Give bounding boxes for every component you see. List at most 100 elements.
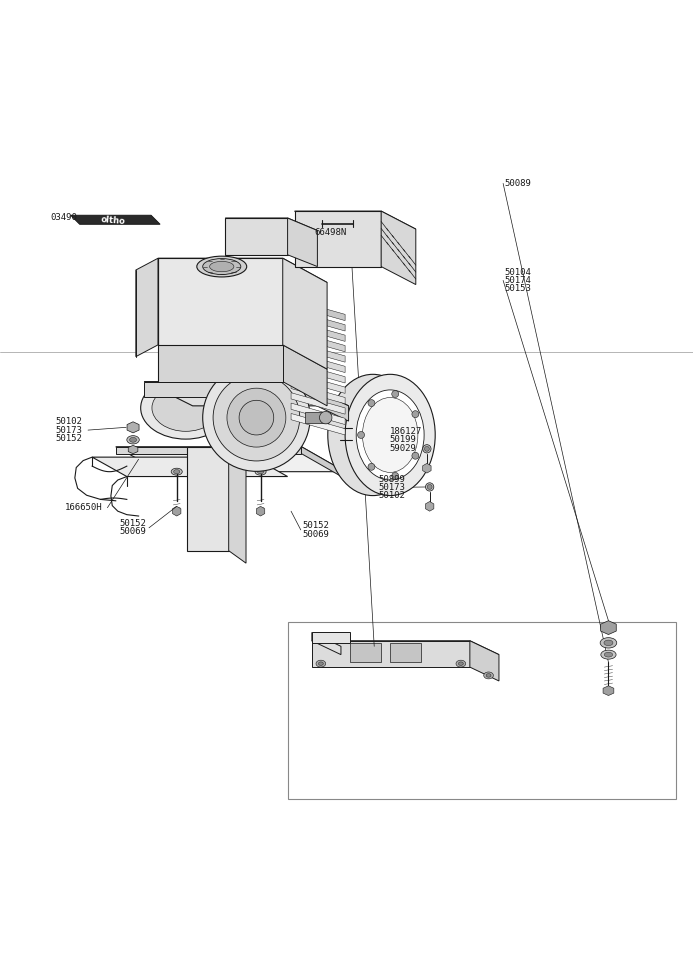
Ellipse shape bbox=[368, 399, 375, 407]
Polygon shape bbox=[225, 218, 288, 254]
Polygon shape bbox=[301, 446, 345, 479]
Polygon shape bbox=[144, 381, 298, 396]
Ellipse shape bbox=[171, 468, 182, 475]
Text: 50152: 50152 bbox=[302, 521, 329, 530]
Ellipse shape bbox=[356, 390, 424, 480]
Ellipse shape bbox=[456, 660, 466, 667]
Ellipse shape bbox=[600, 637, 617, 648]
Ellipse shape bbox=[392, 472, 398, 479]
Polygon shape bbox=[158, 258, 283, 345]
Ellipse shape bbox=[319, 661, 323, 665]
Ellipse shape bbox=[213, 374, 300, 461]
Ellipse shape bbox=[328, 374, 418, 495]
Ellipse shape bbox=[202, 364, 310, 471]
Text: 50173: 50173 bbox=[378, 483, 405, 492]
Text: 50069: 50069 bbox=[302, 530, 329, 539]
Ellipse shape bbox=[209, 261, 234, 272]
Ellipse shape bbox=[345, 374, 435, 495]
Text: 50152: 50152 bbox=[55, 434, 82, 443]
Ellipse shape bbox=[604, 640, 613, 646]
Polygon shape bbox=[283, 345, 327, 406]
Text: 50173: 50173 bbox=[55, 425, 82, 435]
Polygon shape bbox=[291, 330, 345, 351]
Ellipse shape bbox=[604, 652, 613, 657]
Polygon shape bbox=[426, 501, 434, 511]
Ellipse shape bbox=[258, 469, 263, 474]
Polygon shape bbox=[187, 446, 229, 551]
Polygon shape bbox=[390, 643, 421, 662]
Polygon shape bbox=[291, 362, 345, 383]
Polygon shape bbox=[288, 218, 317, 267]
Polygon shape bbox=[601, 621, 616, 635]
Text: 50899: 50899 bbox=[378, 475, 405, 484]
Text: 186127: 186127 bbox=[389, 427, 422, 436]
Polygon shape bbox=[229, 446, 246, 564]
Polygon shape bbox=[288, 622, 676, 799]
Polygon shape bbox=[136, 258, 158, 357]
Polygon shape bbox=[312, 633, 350, 643]
Polygon shape bbox=[423, 464, 431, 473]
Polygon shape bbox=[603, 685, 614, 696]
Ellipse shape bbox=[316, 660, 326, 667]
Ellipse shape bbox=[127, 436, 139, 444]
Ellipse shape bbox=[423, 444, 431, 453]
Ellipse shape bbox=[601, 650, 616, 660]
Polygon shape bbox=[158, 345, 283, 381]
Ellipse shape bbox=[426, 483, 434, 492]
Polygon shape bbox=[256, 506, 265, 516]
Polygon shape bbox=[144, 381, 349, 406]
Text: 50102: 50102 bbox=[55, 418, 82, 426]
Polygon shape bbox=[470, 640, 499, 681]
Polygon shape bbox=[312, 640, 499, 655]
Polygon shape bbox=[116, 446, 301, 454]
Ellipse shape bbox=[424, 446, 429, 451]
Polygon shape bbox=[92, 457, 288, 476]
Polygon shape bbox=[291, 351, 345, 372]
Text: oltho: oltho bbox=[100, 215, 125, 226]
Polygon shape bbox=[291, 414, 345, 435]
Polygon shape bbox=[291, 403, 345, 424]
Ellipse shape bbox=[202, 258, 241, 275]
Text: 50152: 50152 bbox=[119, 519, 146, 528]
Ellipse shape bbox=[130, 438, 137, 443]
Text: 50102: 50102 bbox=[378, 492, 405, 500]
Text: 50174: 50174 bbox=[505, 276, 532, 285]
Text: 166650H: 166650H bbox=[65, 503, 103, 513]
Polygon shape bbox=[291, 341, 345, 362]
Text: 50199: 50199 bbox=[389, 435, 416, 444]
Ellipse shape bbox=[368, 464, 375, 470]
Text: 66498N: 66498N bbox=[314, 228, 346, 237]
Polygon shape bbox=[225, 218, 317, 230]
Ellipse shape bbox=[319, 412, 332, 424]
Ellipse shape bbox=[459, 661, 463, 665]
Polygon shape bbox=[298, 381, 349, 421]
Ellipse shape bbox=[392, 391, 398, 397]
Text: 50153: 50153 bbox=[505, 284, 532, 293]
Text: 59029: 59029 bbox=[389, 444, 416, 452]
Polygon shape bbox=[291, 372, 345, 394]
Ellipse shape bbox=[412, 452, 419, 459]
Polygon shape bbox=[312, 640, 470, 667]
Polygon shape bbox=[291, 309, 345, 331]
Ellipse shape bbox=[255, 468, 266, 475]
Polygon shape bbox=[381, 211, 416, 284]
Ellipse shape bbox=[141, 376, 231, 439]
Polygon shape bbox=[127, 421, 139, 433]
Ellipse shape bbox=[484, 672, 493, 679]
Ellipse shape bbox=[358, 431, 365, 439]
Text: 50069: 50069 bbox=[119, 527, 146, 537]
Polygon shape bbox=[305, 412, 326, 423]
Ellipse shape bbox=[362, 397, 418, 472]
Ellipse shape bbox=[173, 469, 180, 474]
Polygon shape bbox=[295, 211, 381, 267]
Polygon shape bbox=[158, 258, 327, 282]
Polygon shape bbox=[291, 382, 345, 404]
Polygon shape bbox=[291, 300, 345, 321]
Polygon shape bbox=[295, 211, 416, 229]
Polygon shape bbox=[291, 320, 345, 342]
Polygon shape bbox=[116, 446, 345, 471]
Ellipse shape bbox=[239, 400, 274, 435]
Polygon shape bbox=[283, 258, 327, 370]
Polygon shape bbox=[173, 506, 181, 516]
Ellipse shape bbox=[152, 385, 220, 431]
